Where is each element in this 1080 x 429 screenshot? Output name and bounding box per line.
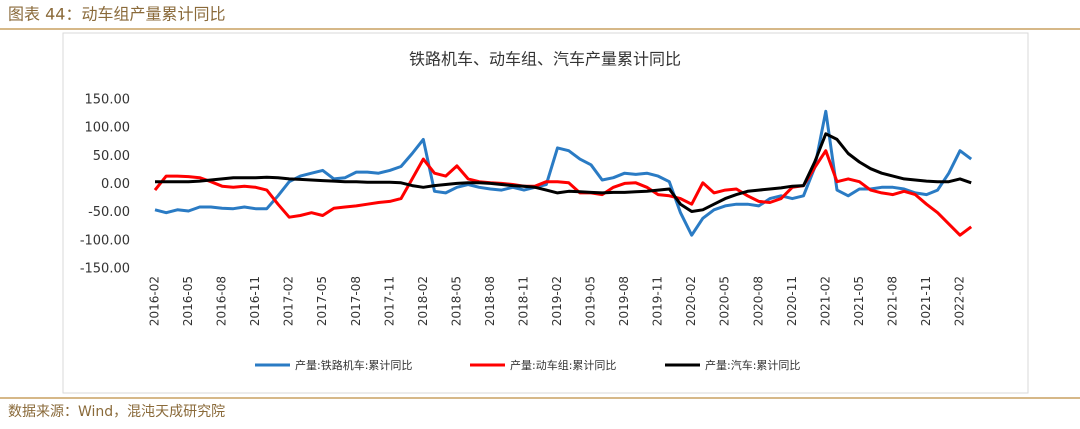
- legend-label: 产量:汽车:累计同比: [705, 358, 800, 372]
- y-tick-label: 0.00: [101, 177, 130, 192]
- x-tick-label: 2017-08: [349, 276, 363, 326]
- x-tick-label: 2018-02: [416, 276, 430, 326]
- x-tick-label: 2016-02: [148, 276, 162, 326]
- y-tick-label: 50.00: [93, 149, 130, 164]
- x-tick-label: 2021-05: [852, 276, 866, 326]
- plot: -150.00 -100.00 -50.00 0.00 50.00 100.00 150.0…: [80, 93, 973, 372]
- x-tick-label: 2018-08: [483, 276, 497, 326]
- x-tick-label: 2022-02: [953, 276, 967, 326]
- x-tick-label: 2020-11: [785, 276, 799, 326]
- x-tick-label: 2018-11: [516, 276, 530, 326]
- y-tick-label: 150.00: [85, 93, 131, 108]
- chart-title: 铁路机车、动车组、汽车产量累计同比: [409, 50, 681, 69]
- x-tick-label: 2021-02: [818, 276, 832, 326]
- x-tick-label: 2016-11: [248, 276, 262, 326]
- y-tick-label: -100.00: [80, 233, 130, 248]
- x-tick-label: 2021-11: [919, 276, 933, 326]
- x-tick-label: 2019-11: [651, 276, 665, 326]
- x-tick-label: 2020-02: [684, 276, 698, 326]
- figure-header: 图表 44：动车组产量累计同比: [8, 5, 225, 24]
- x-tick-label: 2018-05: [449, 276, 463, 326]
- y-tick-label: 100.00: [85, 121, 131, 136]
- series-line: [155, 132, 972, 213]
- x-tick-label: 2017-11: [382, 276, 396, 326]
- legend-label: 产量:动车组:累计同比: [510, 358, 616, 372]
- y-tick-label: -150.00: [80, 262, 130, 277]
- source-note: 数据来源：Wind，混沌天成研究院: [8, 404, 225, 420]
- x-tick-label: 2017-02: [282, 276, 296, 326]
- x-tick-label: 2016-05: [181, 276, 195, 326]
- y-tick-label: -50.00: [88, 205, 130, 220]
- x-tick-label: 2019-02: [550, 276, 564, 326]
- legend-label: 产量:铁路机车:累计同比: [295, 358, 412, 372]
- x-tick-label: 2016-08: [215, 276, 229, 326]
- chart-frame: [62, 32, 1029, 394]
- x-tick-label: 2020-08: [751, 276, 765, 326]
- x-tick-label: 2017-05: [315, 276, 329, 326]
- x-tick-label: 2020-05: [718, 276, 732, 326]
- x-tick-label: 2021-08: [885, 276, 899, 326]
- x-tick-label: 2019-08: [617, 276, 631, 326]
- x-tick-label: 2019-05: [584, 276, 598, 326]
- series-line: [153, 149, 973, 237]
